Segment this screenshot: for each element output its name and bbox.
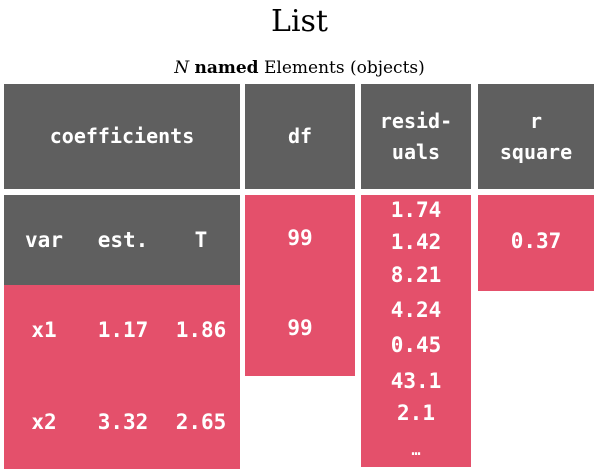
subtitle-rest: Elements (objects) — [263, 58, 425, 78]
coef-col-est: est. — [97, 228, 149, 252]
coef-row-x2-est: 3.32 — [97, 410, 149, 434]
residual-value: 1.74 — [390, 198, 442, 222]
coef-row-x2-var: x2 — [31, 410, 57, 434]
residuals-label-line1: resid- — [379, 108, 453, 133]
df-value-1: 99 — [287, 226, 313, 250]
residual-value: 8.21 — [390, 263, 442, 287]
rsquare-header: r square — [478, 84, 594, 189]
coefficients-label: coefficients — [49, 124, 195, 148]
df-header: df — [245, 84, 355, 189]
rsquare-element — [478, 195, 594, 291]
subtitle-named: named — [194, 58, 259, 78]
residuals-header: resid- uals — [361, 84, 471, 189]
coef-row-x1-t: 1.86 — [175, 318, 227, 342]
subtitle-n: N — [174, 58, 190, 78]
rsquare-value: 0.37 — [510, 229, 562, 253]
coef-row-x1-est: 1.17 — [97, 318, 149, 342]
coefficients-header: coefficients — [4, 84, 240, 189]
residuals-label-line2: uals — [391, 139, 441, 164]
rsquare-label-line1: r — [529, 108, 543, 133]
subtitle: N named Elements (objects) — [0, 58, 599, 78]
coef-table-body — [4, 285, 240, 469]
coef-row-x1-var: x1 — [31, 318, 57, 342]
page-title: List — [271, 4, 328, 39]
residual-value: 0.45 — [390, 333, 442, 357]
residual-value: 4.24 — [390, 298, 442, 322]
residuals-element — [361, 195, 471, 467]
coef-row-x2-t: 2.65 — [175, 410, 227, 434]
coef-table-header-row — [4, 195, 240, 285]
df-value-2: 99 — [287, 316, 313, 340]
df-label: df — [287, 124, 313, 148]
residual-value: 2.1 — [397, 401, 435, 425]
residual-value: 43.1 — [390, 369, 442, 393]
rsquare-label-line2: square — [499, 139, 573, 164]
coef-col-t: T — [194, 228, 208, 252]
coef-col-var: var — [25, 228, 63, 252]
df-element — [245, 195, 355, 376]
residual-ellipsis: … — [411, 441, 421, 459]
residual-value: 1.42 — [390, 230, 442, 254]
